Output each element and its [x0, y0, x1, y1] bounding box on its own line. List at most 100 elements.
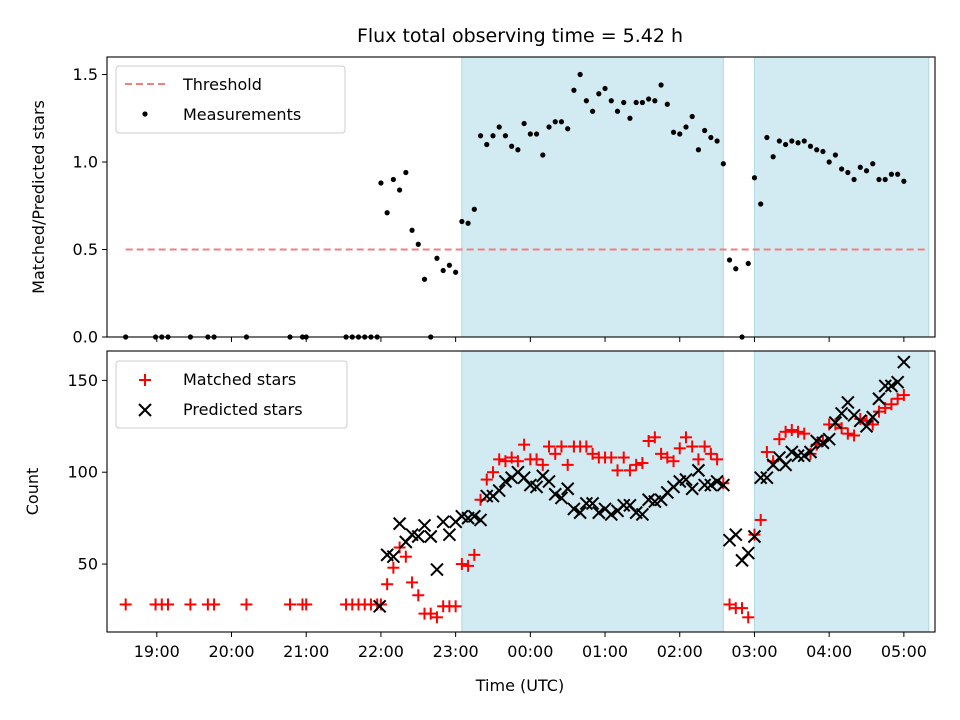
measurement-point	[465, 220, 471, 226]
matched-star-point	[586, 447, 599, 460]
matched-star-point	[667, 455, 680, 468]
measurement-point	[552, 119, 558, 125]
measurement-point	[403, 169, 409, 176]
matched-star-point	[468, 548, 481, 561]
measurement-point	[714, 138, 720, 144]
x-tick-label: 02:00	[657, 642, 703, 661]
predicted-star-point	[778, 458, 793, 472]
measurement-point	[639, 99, 645, 106]
measurement-point	[477, 133, 484, 139]
measurement-point	[502, 133, 509, 139]
matched-star-point	[184, 598, 197, 611]
threshold-legend-label: Threshold	[182, 75, 262, 94]
predicted-star-point	[372, 599, 387, 613]
measurement-point	[533, 131, 540, 137]
matched-star-point	[412, 589, 425, 602]
matched-star-point	[704, 447, 717, 460]
matched-star-point	[518, 438, 531, 451]
predicted-star-point	[685, 482, 699, 496]
predicted-star-point	[529, 480, 544, 494]
measurement-point	[490, 133, 496, 139]
measurement-point	[677, 131, 683, 137]
matched-star-point	[543, 440, 556, 453]
measurement-point	[882, 176, 888, 183]
predicted-star-point	[760, 471, 774, 485]
measurement-point	[751, 175, 758, 181]
predicted-star-point	[617, 498, 631, 512]
x-tick-label: 05:00	[881, 642, 927, 661]
measurement-point	[670, 129, 677, 135]
matched-legend-swatch	[139, 374, 151, 386]
measurement-point	[596, 91, 602, 97]
predicted-star-point	[816, 436, 830, 450]
measurement-point	[745, 260, 751, 267]
count-panel: 50 100 150 19:00 20:00 21:00 22:00 23:00 00:00 0…	[23, 350, 936, 661]
observing-windows	[461, 350, 930, 633]
predicted-star-point	[411, 529, 425, 544]
predicted-star-point	[635, 507, 650, 522]
matched-star-point	[648, 431, 661, 444]
ratio-y-ticks: 0.0 0.5 1.0 1.5	[73, 65, 107, 347]
predicted-star-point	[604, 507, 618, 522]
matched-star-point	[779, 425, 792, 438]
matched-star-point	[493, 453, 506, 466]
matched-star-point	[661, 451, 674, 464]
predicted-star-point	[579, 496, 594, 511]
predicted-star-point	[785, 445, 799, 459]
predicted-star-points	[372, 355, 911, 613]
matched-star-point	[399, 550, 412, 563]
predicted-star-point	[679, 472, 693, 487]
predicted-star-point	[710, 474, 724, 489]
matched-star-point	[792, 425, 805, 438]
predicted-star-point	[417, 518, 432, 533]
predicted-star-point	[753, 471, 768, 485]
measurement-point	[646, 96, 652, 102]
measurement-point	[851, 176, 857, 183]
matched-star-point	[736, 602, 749, 615]
predicted-star-point	[866, 410, 880, 424]
predicted-star-point	[548, 487, 562, 501]
predicted-star-point	[480, 489, 494, 503]
measurement-point	[795, 140, 801, 146]
matched-star-point	[897, 389, 910, 402]
measurement-point	[446, 262, 453, 268]
predicted-star-point	[567, 502, 581, 516]
predicted-star-point	[897, 355, 911, 369]
measurement-point	[496, 124, 502, 130]
measurement-point	[814, 147, 820, 153]
y-tick-label: 0.0	[73, 328, 98, 347]
matched-star-point	[798, 427, 811, 440]
count-x-ticks: 19:00 20:00 21:00 22:00 23:00 00:00 01:00 02:00…	[134, 632, 927, 661]
x-axis-label: Time (UTC)	[475, 676, 564, 695]
measurement-point	[782, 141, 789, 148]
ratio-legend: Threshold Measurements	[115, 65, 346, 134]
measurement-point	[577, 71, 583, 78]
matched-star-point	[530, 453, 543, 466]
measurement-point	[471, 206, 477, 212]
predicted-star-point	[392, 516, 407, 531]
measurement-point	[683, 124, 689, 130]
predicted-star-point	[828, 415, 843, 430]
ratio-y-axis-label: Matched/Predicted stars	[29, 100, 48, 294]
predicted-star-point	[442, 527, 457, 542]
measurement-point	[440, 267, 446, 274]
predicted-star-point	[741, 546, 755, 560]
measurement-point	[390, 176, 396, 183]
matched-star-point	[486, 466, 499, 479]
measurement-point	[726, 257, 733, 263]
matched-star-point	[860, 414, 873, 427]
measurement-point	[895, 171, 901, 177]
y-tick-label: 100	[67, 463, 98, 482]
matched-star-point	[636, 457, 649, 470]
x-tick-label: 00:00	[507, 642, 553, 661]
matched-star-point	[760, 446, 773, 459]
matched-star-point	[499, 455, 512, 468]
matched-star-point	[623, 464, 636, 477]
predicted-star-point	[841, 395, 855, 410]
matched-star-point	[605, 451, 618, 464]
measurement-point	[863, 168, 870, 174]
measurement-point	[820, 148, 826, 155]
measurement-point	[608, 98, 614, 104]
measurement-point	[733, 266, 739, 272]
